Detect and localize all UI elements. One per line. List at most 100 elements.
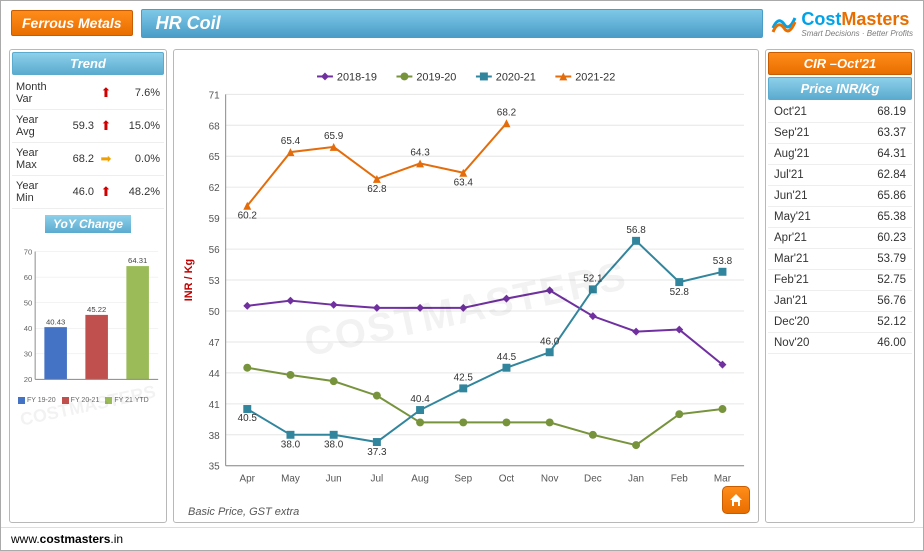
svg-text:2018-19: 2018-19: [337, 71, 377, 83]
main-chart-panel: COSTMASTERS 35384144475053565962656871Ap…: [173, 49, 759, 523]
svg-text:65: 65: [209, 152, 221, 163]
svg-text:Sep: Sep: [454, 474, 472, 485]
trend-arrow-icon: ⬆: [98, 118, 114, 134]
svg-text:59: 59: [209, 214, 221, 225]
price-row: Apr'2160.23: [768, 228, 912, 249]
svg-text:May: May: [281, 474, 300, 485]
svg-text:52.1: 52.1: [583, 273, 603, 284]
price-row: Feb'2152.75: [768, 270, 912, 291]
svg-text:50: 50: [209, 307, 221, 318]
cir-panel: CIR –Oct'21 Price INR/Kg Oct'2168.19Sep'…: [765, 49, 915, 523]
yoy-title: YoY Change: [45, 215, 131, 233]
svg-text:30: 30: [24, 350, 33, 359]
svg-text:2021-22: 2021-22: [575, 71, 615, 83]
svg-text:41: 41: [209, 400, 221, 411]
trend-title: Trend: [12, 52, 164, 75]
brand-logo: CostMasters Smart Decisions · Better Pro…: [771, 9, 913, 38]
svg-text:62: 62: [209, 183, 221, 194]
svg-text:INR / Kg: INR / Kg: [183, 259, 195, 301]
svg-text:52.8: 52.8: [670, 287, 690, 298]
svg-text:40: 40: [24, 324, 33, 333]
svg-text:50: 50: [24, 299, 33, 308]
yoy-legend: FY 19-20FY 20-21FY 21 YTD: [14, 397, 162, 406]
svg-text:Aug: Aug: [411, 474, 429, 485]
brand-part2: Masters: [841, 9, 909, 29]
price-row: Dec'2052.12: [768, 312, 912, 333]
price-row: Aug'2164.31: [768, 144, 912, 165]
price-row: Oct'2168.19: [768, 102, 912, 123]
price-row: Mar'2153.79: [768, 249, 912, 270]
home-icon: [728, 492, 744, 508]
svg-text:38.0: 38.0: [281, 440, 301, 451]
price-row: Sep'2163.37: [768, 123, 912, 144]
svg-text:Apr: Apr: [240, 474, 256, 485]
svg-text:Jul: Jul: [371, 474, 384, 485]
svg-text:62.8: 62.8: [367, 184, 387, 195]
price-row: Jan'2156.76: [768, 291, 912, 312]
svg-text:68.2: 68.2: [497, 107, 517, 118]
svg-text:20: 20: [24, 375, 33, 384]
svg-text:38: 38: [209, 431, 221, 442]
footer-url-prefix: www.: [11, 532, 40, 546]
svg-text:46.0: 46.0: [540, 336, 560, 347]
yoy-bar-chart: 20 30 40 50 60 70 40.43 45.22 64.31: [14, 237, 162, 392]
home-button[interactable]: [722, 486, 750, 514]
brand-part1: Cost: [801, 9, 841, 29]
trend-arrow-icon: ➡: [98, 151, 114, 167]
svg-text:38.0: 38.0: [324, 440, 344, 451]
svg-text:2020-21: 2020-21: [496, 71, 536, 83]
svg-text:64.31: 64.31: [128, 256, 147, 265]
svg-text:63.4: 63.4: [454, 178, 474, 189]
svg-text:53: 53: [209, 276, 221, 287]
svg-text:40.5: 40.5: [238, 413, 258, 424]
trend-arrow-icon: ⬆: [98, 184, 114, 200]
svg-text:68: 68: [209, 121, 221, 132]
svg-text:70: 70: [24, 247, 33, 256]
main-line-chart: 35384144475053565962656871AprMayJunJulAu…: [178, 54, 754, 518]
chart-note: Basic Price, GST extra: [188, 506, 299, 518]
svg-text:Dec: Dec: [584, 474, 602, 485]
trend-row: Year Min46.0⬆48.2%: [12, 176, 164, 209]
svg-text:44.5: 44.5: [497, 352, 517, 363]
trend-row: Year Avg59.3⬆15.0%: [12, 110, 164, 143]
svg-text:65.4: 65.4: [281, 136, 301, 147]
svg-text:45.22: 45.22: [87, 305, 106, 314]
dashboard-root: Ferrous Metals HR Coil CostMasters Smart…: [0, 0, 924, 551]
category-pill: Ferrous Metals: [11, 10, 133, 36]
trend-panel: Trend Month Var⬆7.6%Year Avg59.3⬆15.0%Ye…: [9, 49, 167, 523]
svg-text:Oct: Oct: [499, 474, 515, 485]
svg-text:2019-20: 2019-20: [416, 71, 456, 83]
svg-text:Mar: Mar: [714, 474, 732, 485]
page-title: HR Coil: [141, 9, 764, 38]
svg-text:65.9: 65.9: [324, 131, 344, 142]
price-row: Jun'2165.86: [768, 186, 912, 207]
price-row: May'2165.38: [768, 207, 912, 228]
svg-text:60: 60: [24, 273, 33, 282]
trend-row: Year Max68.2➡0.0%: [12, 143, 164, 176]
svg-text:44: 44: [209, 369, 221, 380]
brand-tagline: Smart Decisions · Better Profits: [801, 30, 913, 38]
body: Trend Month Var⬆7.6%Year Avg59.3⬆15.0%Ye…: [1, 45, 923, 527]
footer: www.costmasters.in: [1, 527, 923, 550]
svg-text:64.3: 64.3: [410, 148, 430, 159]
logo-mark-icon: [771, 12, 797, 34]
svg-text:40.4: 40.4: [410, 394, 430, 405]
yoy-chart: COSTMASTERS 20304050607040.4345.2264.31 …: [14, 237, 162, 518]
svg-text:40.43: 40.43: [46, 317, 65, 326]
svg-text:60.2: 60.2: [238, 211, 258, 222]
trend-arrow-icon: ⬆: [98, 85, 114, 101]
svg-text:56: 56: [209, 245, 221, 256]
price-row: Nov'2046.00: [768, 333, 912, 354]
svg-text:53.8: 53.8: [713, 256, 733, 267]
trend-row: Month Var⬆7.6%: [12, 77, 164, 110]
cir-title: CIR –Oct'21: [768, 52, 912, 75]
svg-text:42.5: 42.5: [454, 372, 474, 383]
svg-text:35: 35: [209, 462, 221, 473]
svg-text:37.3: 37.3: [367, 447, 387, 458]
svg-text:Feb: Feb: [671, 474, 689, 485]
svg-text:47: 47: [209, 338, 221, 349]
footer-url-suffix: .in: [110, 532, 123, 546]
svg-text:56.8: 56.8: [626, 225, 646, 236]
svg-text:Nov: Nov: [541, 474, 559, 485]
price-row: Jul'2162.84: [768, 165, 912, 186]
